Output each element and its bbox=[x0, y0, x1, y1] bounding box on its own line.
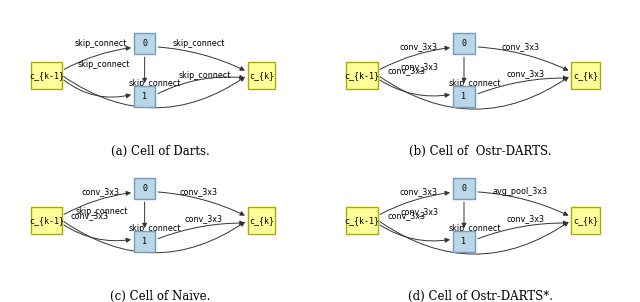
FancyBboxPatch shape bbox=[572, 62, 600, 89]
Text: conv_3x3: conv_3x3 bbox=[401, 207, 439, 216]
Text: skip_connect: skip_connect bbox=[77, 60, 129, 69]
Text: conv_3x3: conv_3x3 bbox=[506, 214, 544, 223]
FancyBboxPatch shape bbox=[134, 86, 156, 107]
Text: c_{k-1}: c_{k-1} bbox=[29, 216, 64, 225]
Text: 0: 0 bbox=[461, 39, 467, 48]
FancyBboxPatch shape bbox=[572, 207, 600, 234]
Text: 1: 1 bbox=[142, 92, 147, 101]
Text: c_{k-1}: c_{k-1} bbox=[29, 71, 64, 80]
Text: skip_connect: skip_connect bbox=[448, 224, 500, 233]
Text: skip_connect: skip_connect bbox=[129, 79, 181, 88]
FancyBboxPatch shape bbox=[453, 231, 476, 252]
Text: skip_connect: skip_connect bbox=[448, 79, 500, 88]
FancyBboxPatch shape bbox=[346, 62, 378, 89]
FancyBboxPatch shape bbox=[134, 231, 156, 252]
Text: skip_connect: skip_connect bbox=[129, 224, 181, 233]
Text: conv_3x3: conv_3x3 bbox=[82, 187, 120, 196]
Text: avg_pool_3x3: avg_pool_3x3 bbox=[493, 187, 548, 196]
Text: skip_connect: skip_connect bbox=[76, 207, 129, 216]
Text: conv_3x3: conv_3x3 bbox=[180, 187, 218, 196]
Text: c_{k}: c_{k} bbox=[573, 71, 598, 80]
Text: (a) Cell of Darts.: (a) Cell of Darts. bbox=[111, 144, 209, 158]
Text: c_{k-1}: c_{k-1} bbox=[344, 71, 379, 80]
Text: c_{k-1}: c_{k-1} bbox=[344, 216, 379, 225]
Text: (c) Cell of Naive.: (c) Cell of Naive. bbox=[110, 289, 210, 302]
Text: skip_connect: skip_connect bbox=[75, 39, 127, 48]
FancyBboxPatch shape bbox=[31, 62, 61, 89]
Text: conv_3x3: conv_3x3 bbox=[399, 187, 437, 196]
Text: (b) Cell of  Ostr-DARTS.: (b) Cell of Ostr-DARTS. bbox=[409, 144, 551, 158]
Text: conv_3x3: conv_3x3 bbox=[399, 42, 437, 51]
Text: conv_3x3: conv_3x3 bbox=[506, 69, 544, 79]
Text: c_{k}: c_{k} bbox=[573, 216, 598, 225]
FancyBboxPatch shape bbox=[453, 86, 476, 107]
Text: 1: 1 bbox=[142, 237, 147, 246]
Text: c_{k}: c_{k} bbox=[249, 71, 274, 80]
Text: conv_3x3: conv_3x3 bbox=[401, 62, 439, 71]
Text: skip_connect: skip_connect bbox=[178, 71, 230, 80]
FancyBboxPatch shape bbox=[453, 178, 476, 199]
FancyBboxPatch shape bbox=[248, 62, 275, 89]
Text: conv_3x3: conv_3x3 bbox=[387, 211, 426, 220]
Text: 0: 0 bbox=[461, 184, 467, 193]
FancyBboxPatch shape bbox=[31, 207, 61, 234]
Text: (d) Cell of Ostr-DARTS*.: (d) Cell of Ostr-DARTS*. bbox=[408, 289, 552, 302]
Text: 1: 1 bbox=[461, 237, 467, 246]
FancyBboxPatch shape bbox=[453, 33, 476, 54]
Text: c_{k}: c_{k} bbox=[249, 216, 274, 225]
Text: skip_connect: skip_connect bbox=[173, 39, 225, 48]
Text: conv_3x3: conv_3x3 bbox=[70, 211, 108, 220]
Text: conv_3x3: conv_3x3 bbox=[184, 214, 222, 223]
FancyBboxPatch shape bbox=[134, 33, 156, 54]
Text: conv_3x3: conv_3x3 bbox=[387, 66, 426, 75]
Text: 1: 1 bbox=[461, 92, 467, 101]
FancyBboxPatch shape bbox=[134, 178, 156, 199]
FancyBboxPatch shape bbox=[248, 207, 275, 234]
Text: 0: 0 bbox=[142, 184, 147, 193]
Text: conv_3x3: conv_3x3 bbox=[501, 42, 540, 51]
Text: 0: 0 bbox=[142, 39, 147, 48]
FancyBboxPatch shape bbox=[346, 207, 378, 234]
